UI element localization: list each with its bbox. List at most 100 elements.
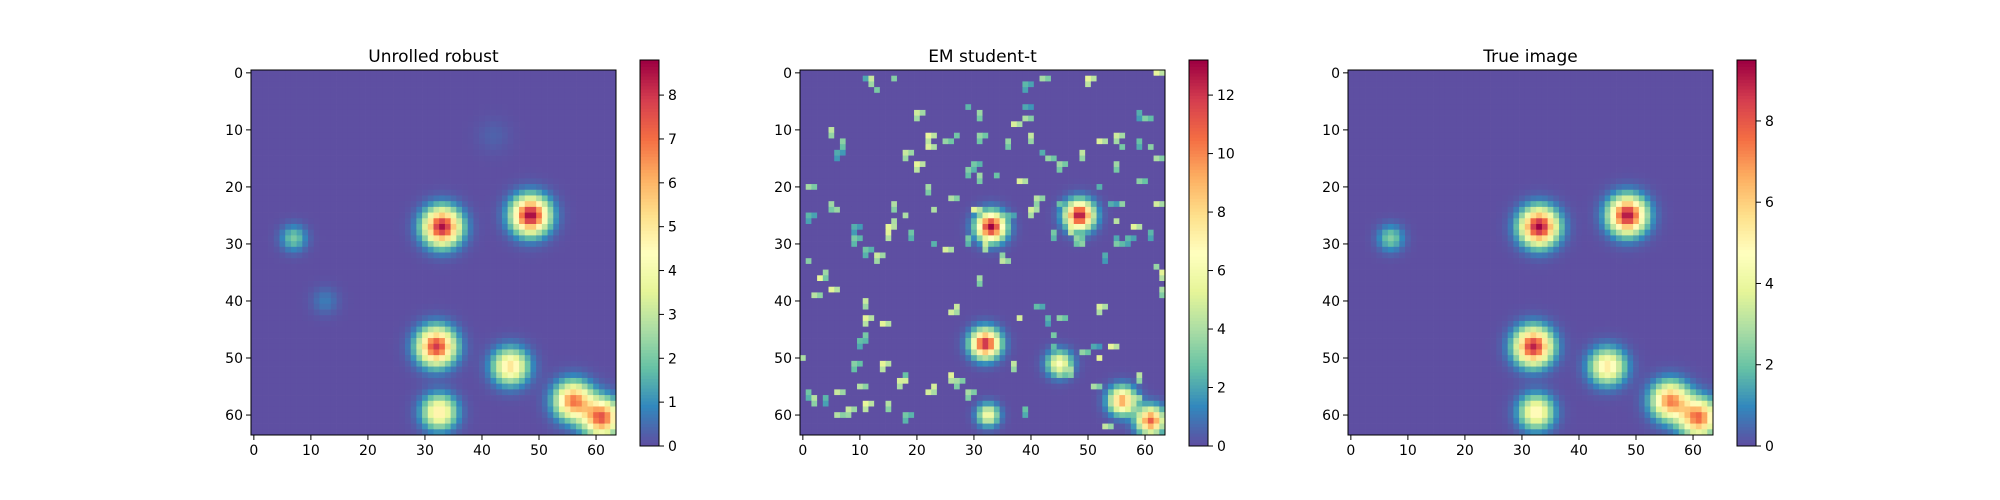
heatmap-cell xyxy=(541,412,548,419)
heatmap-cell xyxy=(1085,81,1092,88)
heatmap-cell xyxy=(570,298,577,305)
heatmap-cell xyxy=(376,81,383,88)
heatmap-cell xyxy=(507,206,514,213)
heatmap-cell xyxy=(456,303,463,310)
heatmap-cell xyxy=(547,338,554,345)
heatmap-cell xyxy=(376,104,383,111)
heatmap-cell xyxy=(433,343,440,350)
heatmap-cell xyxy=(576,303,583,310)
heatmap-cell xyxy=(268,395,275,402)
heatmap-cell xyxy=(353,360,360,367)
heatmap-cell xyxy=(404,189,412,196)
heatmap-cell xyxy=(507,315,514,322)
heatmap-cell xyxy=(444,70,451,77)
heatmap-cell xyxy=(353,223,360,231)
heatmap-cell xyxy=(576,315,583,322)
heatmap-cell xyxy=(570,292,577,299)
heatmap-cell xyxy=(467,389,474,396)
heatmap-cell xyxy=(319,355,326,362)
heatmap-cell xyxy=(467,292,474,299)
heatmap-cell xyxy=(524,320,531,327)
heatmap-cell xyxy=(393,286,400,293)
heatmap-cell xyxy=(439,223,446,231)
colorbar-segment xyxy=(640,301,659,305)
heatmap-cell xyxy=(547,389,554,396)
heatmap-cell xyxy=(496,360,503,367)
heatmap-cell xyxy=(404,258,412,265)
heatmap-cell xyxy=(399,258,406,265)
heatmap-cell xyxy=(336,372,343,379)
heatmap-cell xyxy=(564,223,571,231)
heatmap-cell xyxy=(302,127,309,134)
heatmap-cell xyxy=(587,195,594,202)
heatmap-cell xyxy=(302,417,309,424)
x-tick-label: 40 xyxy=(473,443,491,459)
colorbar-segment xyxy=(640,326,659,331)
heatmap-cell xyxy=(268,423,275,430)
heatmap-cell xyxy=(387,417,394,424)
heatmap-cell xyxy=(313,115,320,122)
heatmap-cell xyxy=(530,229,537,236)
heatmap-cell xyxy=(501,223,508,231)
heatmap-cell xyxy=(587,332,594,339)
heatmap-cell xyxy=(410,87,417,94)
heatmap-cell xyxy=(410,252,417,259)
heatmap-cell xyxy=(501,320,508,327)
heatmap-cell xyxy=(541,104,548,111)
heatmap-cell xyxy=(285,241,292,248)
heatmap-cell xyxy=(473,104,480,111)
heatmap-cell xyxy=(541,121,548,128)
heatmap-cell xyxy=(507,377,514,385)
heatmap-cell xyxy=(285,281,292,288)
heatmap-cell xyxy=(268,81,275,88)
heatmap-cell xyxy=(536,75,543,82)
heatmap-cell xyxy=(1107,104,1115,111)
heatmap-cell xyxy=(490,75,497,82)
heatmap-cell xyxy=(857,98,864,105)
heatmap-cell xyxy=(290,377,297,385)
heatmap-cell xyxy=(587,246,594,253)
heatmap-cell xyxy=(433,338,440,345)
heatmap-cell xyxy=(279,338,286,345)
heatmap-cell xyxy=(342,246,349,253)
heatmap-cell xyxy=(473,281,480,288)
heatmap-cell xyxy=(251,349,258,356)
heatmap-cell xyxy=(370,109,377,116)
heatmap-cell xyxy=(490,429,497,436)
heatmap-cell xyxy=(444,241,451,248)
heatmap-cell xyxy=(811,121,818,128)
heatmap-cell xyxy=(273,166,280,173)
heatmap-cell xyxy=(308,360,315,367)
heatmap-cell xyxy=(342,206,349,213)
heatmap-cell xyxy=(308,315,315,322)
heatmap-cell xyxy=(285,206,292,213)
heatmap-cell xyxy=(971,121,978,128)
colorbar-segment xyxy=(640,98,659,103)
heatmap-cell xyxy=(285,155,292,162)
heatmap-cell xyxy=(313,189,320,196)
heatmap-cell xyxy=(313,263,320,270)
heatmap-cell xyxy=(473,121,480,128)
heatmap-cell xyxy=(273,326,280,333)
heatmap-cell xyxy=(604,389,611,396)
heatmap-cell xyxy=(302,178,309,185)
heatmap-cell xyxy=(325,303,332,310)
heatmap-cell xyxy=(273,70,280,77)
heatmap-cell xyxy=(524,104,531,111)
heatmap-cell xyxy=(530,383,537,390)
heatmap-cell xyxy=(422,98,429,105)
heatmap-cell xyxy=(524,195,531,202)
heatmap-cell xyxy=(439,395,446,402)
heatmap-cell xyxy=(811,109,818,116)
heatmap-cell xyxy=(610,258,617,265)
heatmap-cell xyxy=(598,355,605,362)
heatmap-cell xyxy=(541,161,548,168)
heatmap-cell xyxy=(302,252,309,259)
heatmap-cell xyxy=(501,366,508,373)
heatmap-cell xyxy=(285,121,292,128)
heatmap-cell xyxy=(484,406,491,413)
heatmap-cell xyxy=(359,338,366,345)
heatmap-cell xyxy=(319,412,326,419)
heatmap-cell xyxy=(370,104,377,111)
heatmap-cell xyxy=(462,121,469,128)
